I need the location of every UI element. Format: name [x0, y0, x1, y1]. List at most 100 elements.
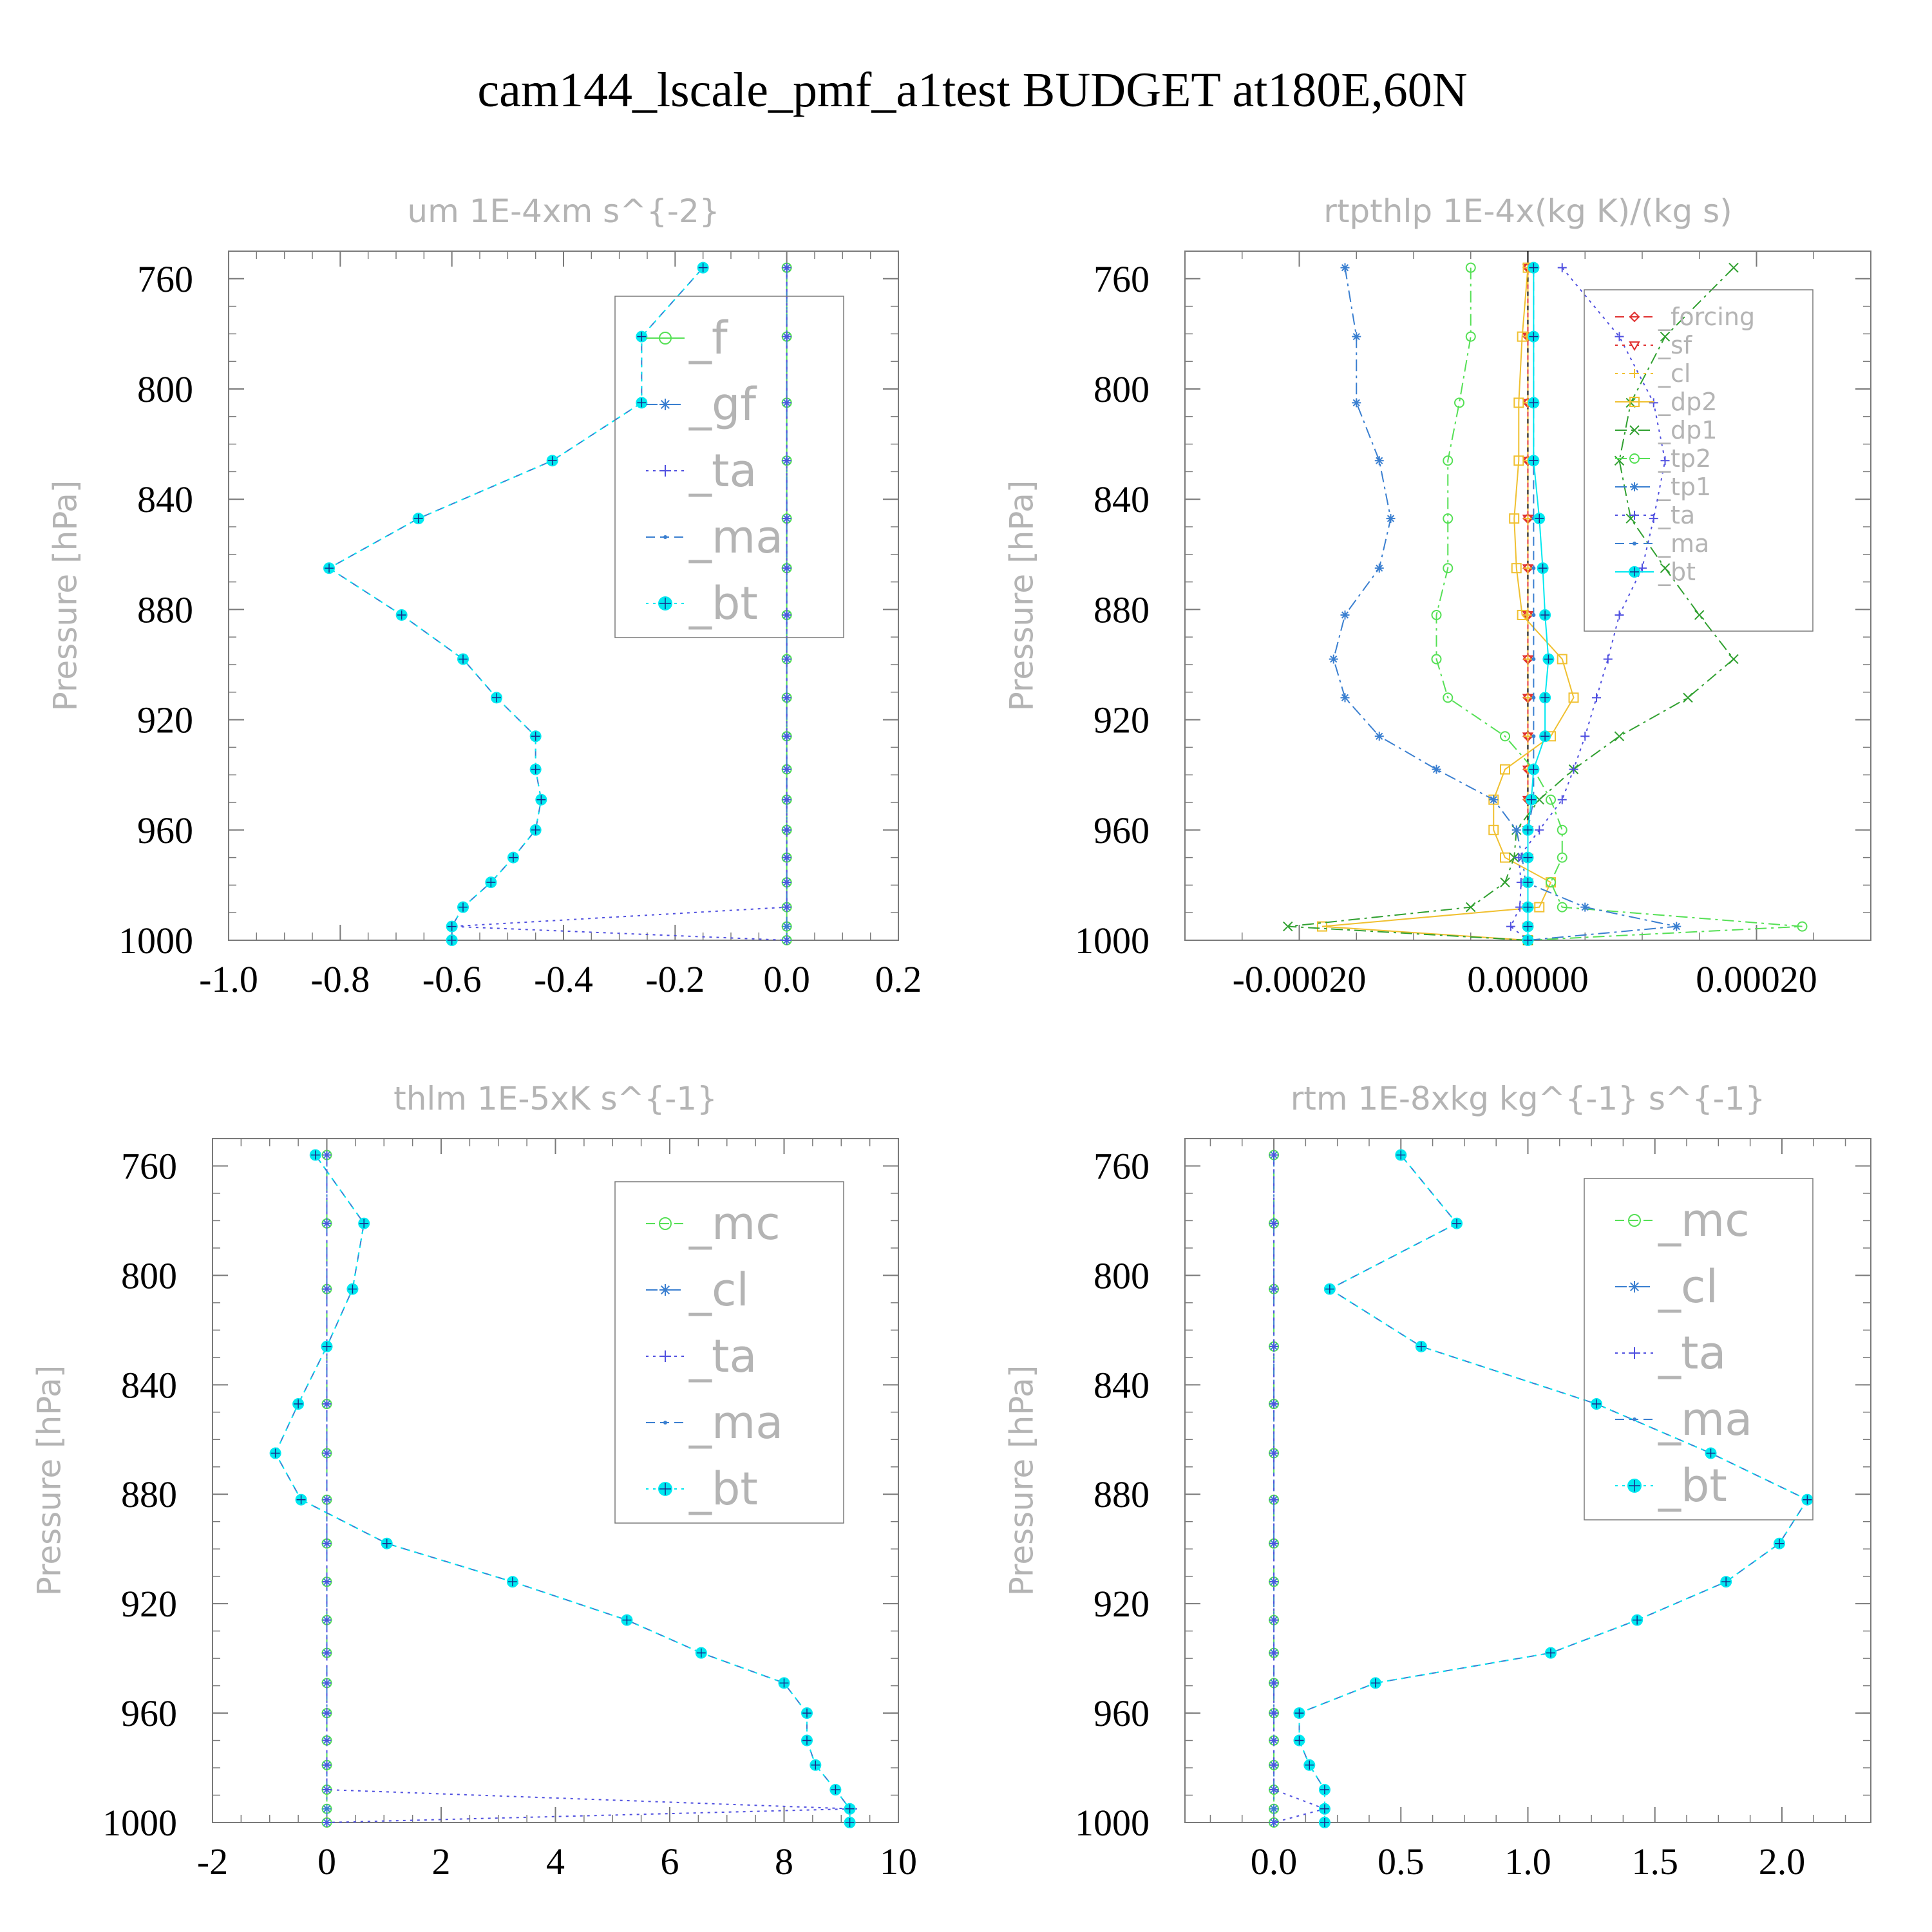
x-tick-label: 0	[317, 1841, 336, 1882]
data-point	[1683, 692, 1693, 703]
data-point	[546, 455, 558, 467]
data-point	[1318, 1817, 1331, 1828]
panels-group: um 1E-4xm s^{-2}Pressure [hPa]7608008408…	[31, 193, 1871, 1882]
y-tick-label: 960	[137, 810, 193, 851]
series-line	[274, 1154, 851, 1823]
data-point	[1269, 1577, 1279, 1587]
legend-marker	[659, 1350, 671, 1362]
legend-label: _f	[688, 312, 728, 365]
data-point	[1592, 693, 1601, 703]
data-point	[1443, 455, 1454, 466]
legend-label: _ma	[688, 1396, 783, 1449]
legend-label: _dp1	[1658, 416, 1717, 444]
data-point	[1509, 513, 1520, 524]
y-tick-label: 920	[1094, 699, 1150, 741]
data-point	[1568, 692, 1579, 703]
data-point	[1269, 1495, 1279, 1504]
data-point	[1488, 824, 1499, 835]
data-point	[1580, 732, 1590, 741]
data-point	[1533, 513, 1546, 525]
data-point	[1557, 852, 1567, 863]
data-point	[322, 1785, 332, 1795]
data-point	[485, 876, 497, 889]
y-tick-label: 1000	[1075, 1802, 1150, 1844]
data-point	[322, 1804, 332, 1814]
data-point	[309, 1149, 321, 1161]
data-point	[782, 825, 791, 835]
legend-item: _ma	[1615, 1393, 1752, 1446]
data-point	[1269, 1341, 1279, 1351]
data-point	[844, 1817, 856, 1828]
legend-item: _bt	[1615, 558, 1696, 586]
legend-marker	[1629, 397, 1640, 407]
legend-item: _mc	[646, 1197, 781, 1250]
data-point	[1523, 732, 1533, 741]
data-point	[1340, 610, 1350, 620]
legend-item: _dp2	[1615, 388, 1717, 416]
legend-marker	[1629, 1281, 1640, 1293]
data-point	[1534, 902, 1545, 913]
y-tick-label: 960	[1094, 1692, 1150, 1734]
data-point	[1329, 654, 1338, 664]
y-tick-label: 920	[137, 699, 193, 741]
y-tick-label: 800	[1094, 1255, 1150, 1296]
y-tick-label: 920	[121, 1583, 177, 1625]
data-point	[782, 654, 791, 664]
data-point	[1557, 824, 1567, 835]
data-point	[1374, 732, 1384, 741]
data-point	[1525, 793, 1537, 806]
data-point	[1522, 901, 1534, 913]
legend-label: _ta	[688, 444, 757, 497]
legend-label: _cl	[1658, 1260, 1718, 1313]
data-point	[381, 1537, 393, 1549]
x-tick-label: 0.00020	[1696, 958, 1817, 1000]
series-line	[1332, 267, 1677, 941]
y-tick-label: 880	[121, 1473, 177, 1515]
y-tick-label: 960	[1094, 810, 1150, 851]
legend-item: _ta	[646, 1330, 757, 1383]
data-point	[1269, 1648, 1279, 1658]
series-bt	[1522, 261, 1555, 946]
data-point	[1728, 654, 1739, 665]
y-tick-label: 1000	[118, 920, 193, 961]
panel-1: um 1E-4xm s^{-2} Pressure [hPa] 760 800 840 8…	[47, 193, 922, 1000]
data-point	[1546, 877, 1556, 888]
data-point	[782, 795, 791, 804]
data-point	[782, 610, 791, 620]
data-point	[1615, 610, 1624, 620]
y-tick-label: 840	[121, 1364, 177, 1406]
legend-marker	[1629, 1347, 1640, 1359]
data-point	[321, 1340, 333, 1352]
series-line	[328, 267, 704, 940]
data-point	[322, 1818, 332, 1827]
data-point	[782, 263, 791, 272]
data-point	[782, 853, 791, 862]
y-tick-label: 880	[1094, 1473, 1150, 1515]
panel-title: rtm 1E-8xkg kg^{-1} s^{-1}	[1291, 1080, 1766, 1117]
data-point	[507, 851, 519, 864]
data-point	[457, 901, 469, 913]
data-point	[1374, 456, 1384, 466]
legend-label: _ta	[688, 1330, 757, 1383]
data-point	[1323, 1283, 1336, 1295]
data-point	[1500, 877, 1510, 887]
data-point	[1531, 696, 1536, 700]
series-line	[1298, 1154, 1808, 1823]
data-point	[1513, 455, 1524, 466]
data-point	[1546, 794, 1556, 805]
legend-label: _tp2	[1658, 444, 1711, 473]
data-point	[1303, 1759, 1316, 1771]
data-point	[782, 693, 791, 703]
legend-item: _cl	[1615, 359, 1690, 388]
legend-marker	[1630, 369, 1639, 378]
legend-item: _bt	[646, 1463, 758, 1515]
data-point	[697, 261, 709, 274]
legend-label: _dp2	[1658, 388, 1717, 416]
data-point	[1269, 1399, 1279, 1409]
data-point	[1615, 332, 1624, 341]
y-axis-label: Pressure [hPa]	[31, 1365, 68, 1596]
data-point	[695, 1647, 707, 1659]
data-point	[322, 1736, 332, 1745]
legend-marker	[663, 1421, 667, 1425]
